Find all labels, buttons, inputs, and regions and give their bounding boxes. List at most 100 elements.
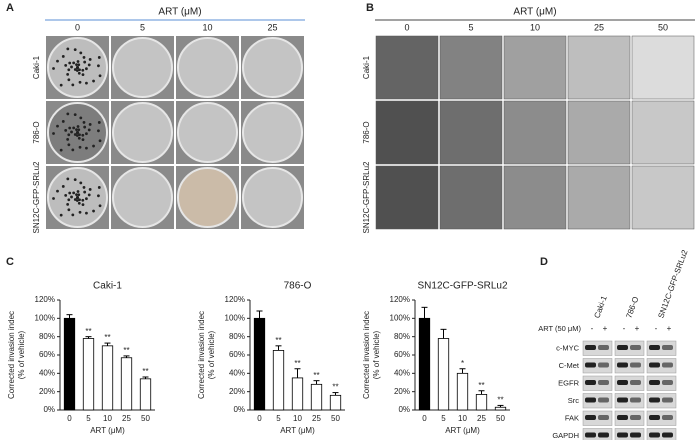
colony bbox=[97, 129, 100, 133]
colony bbox=[61, 55, 65, 58]
row-label: 786-O bbox=[32, 121, 41, 143]
blot-band bbox=[617, 397, 628, 403]
significance-mark: ** bbox=[478, 381, 484, 390]
colony bbox=[72, 61, 76, 65]
x-tick-label: 5 bbox=[86, 414, 91, 423]
panel-header: ART (μM) bbox=[513, 7, 556, 18]
plate-well bbox=[177, 167, 238, 228]
colony bbox=[66, 47, 70, 51]
blot-strip bbox=[582, 375, 613, 391]
bar bbox=[310, 383, 323, 411]
y-tick-label: 100% bbox=[390, 313, 410, 322]
colony bbox=[92, 79, 95, 83]
treatment-sign: - bbox=[591, 324, 594, 333]
y-tick-label: 20% bbox=[39, 387, 55, 396]
significance-mark: ** bbox=[85, 327, 91, 336]
colony bbox=[66, 137, 70, 141]
colony bbox=[97, 56, 101, 59]
blot-band bbox=[598, 432, 609, 438]
x-tick-label: 5 bbox=[441, 414, 446, 423]
colony bbox=[73, 48, 77, 52]
blot-strip bbox=[646, 410, 677, 426]
colony bbox=[73, 113, 77, 117]
blot-band bbox=[649, 415, 660, 420]
colony bbox=[56, 124, 59, 128]
blot-band bbox=[630, 362, 641, 368]
blot-band bbox=[598, 397, 609, 403]
colony bbox=[77, 63, 81, 67]
colony bbox=[82, 186, 86, 189]
blot-strip bbox=[614, 410, 645, 426]
colony bbox=[82, 56, 86, 59]
y-axis-label: (% of vehicle) bbox=[207, 330, 216, 379]
chart-title: Caki-1 bbox=[93, 281, 122, 292]
y-tick-label: 80% bbox=[394, 332, 410, 341]
bar bbox=[63, 317, 76, 411]
blot-band bbox=[617, 345, 628, 350]
invasion-image bbox=[631, 100, 695, 165]
blot-band bbox=[630, 432, 641, 438]
blot-band bbox=[662, 345, 673, 350]
column-label: 5 bbox=[140, 22, 145, 32]
blot-band bbox=[649, 362, 660, 368]
colony bbox=[77, 201, 81, 205]
invasion-image bbox=[567, 35, 631, 100]
blot-strip bbox=[614, 428, 645, 440]
invasion-image bbox=[567, 100, 631, 165]
invasion-image bbox=[503, 165, 567, 230]
colony bbox=[66, 177, 70, 181]
colony bbox=[77, 128, 81, 132]
colony bbox=[81, 138, 85, 142]
x-tick-label: 0 bbox=[67, 414, 72, 423]
colony bbox=[75, 134, 79, 137]
colony bbox=[59, 148, 63, 152]
significance-mark: ** bbox=[142, 367, 148, 376]
column-label: 5 bbox=[468, 22, 473, 32]
colony bbox=[67, 78, 71, 82]
blot-band bbox=[617, 380, 628, 385]
blot-band bbox=[598, 345, 609, 350]
blot-row-label: c-MYC bbox=[556, 344, 579, 353]
colony bbox=[66, 72, 70, 76]
colony bbox=[78, 80, 82, 84]
blot-band bbox=[662, 380, 673, 385]
panel-label: A bbox=[6, 2, 14, 14]
colony bbox=[70, 195, 73, 199]
significance-mark: ** bbox=[332, 383, 338, 392]
colony bbox=[85, 146, 88, 150]
treatment-sign: - bbox=[655, 324, 658, 333]
row-label: 786-O bbox=[362, 121, 371, 143]
colony bbox=[97, 194, 100, 198]
colony bbox=[52, 132, 55, 135]
invasion-image bbox=[439, 100, 503, 165]
y-tick-label: 40% bbox=[229, 368, 245, 377]
x-tick-label: 10 bbox=[458, 414, 467, 423]
colony bbox=[98, 204, 102, 208]
column-label: 0 bbox=[75, 22, 80, 32]
bar bbox=[418, 317, 431, 411]
colony bbox=[88, 188, 92, 191]
column-label: 25 bbox=[594, 22, 604, 32]
colony bbox=[72, 126, 76, 130]
x-tick-label: 5 bbox=[276, 414, 281, 423]
blot-column-label: Caki-1 bbox=[592, 294, 609, 319]
colony bbox=[83, 125, 87, 129]
colony bbox=[79, 181, 83, 185]
blot-band bbox=[662, 362, 673, 368]
x-tick-label: 50 bbox=[496, 414, 505, 423]
blot-band bbox=[630, 380, 641, 385]
colony bbox=[67, 198, 71, 202]
column-label: 50 bbox=[658, 22, 668, 32]
y-tick-label: 120% bbox=[390, 295, 410, 304]
x-axis-label: ART (μM) bbox=[445, 426, 480, 435]
colony bbox=[79, 116, 83, 120]
y-axis-label: (% of vehicle) bbox=[372, 330, 381, 379]
column-label: 10 bbox=[530, 22, 540, 32]
panel-label: D bbox=[540, 256, 548, 268]
colony bbox=[83, 190, 87, 194]
blot-strip bbox=[614, 375, 645, 391]
colony bbox=[70, 65, 73, 69]
invasion-image bbox=[567, 165, 631, 230]
colony bbox=[67, 133, 71, 137]
plate-well bbox=[242, 37, 303, 98]
